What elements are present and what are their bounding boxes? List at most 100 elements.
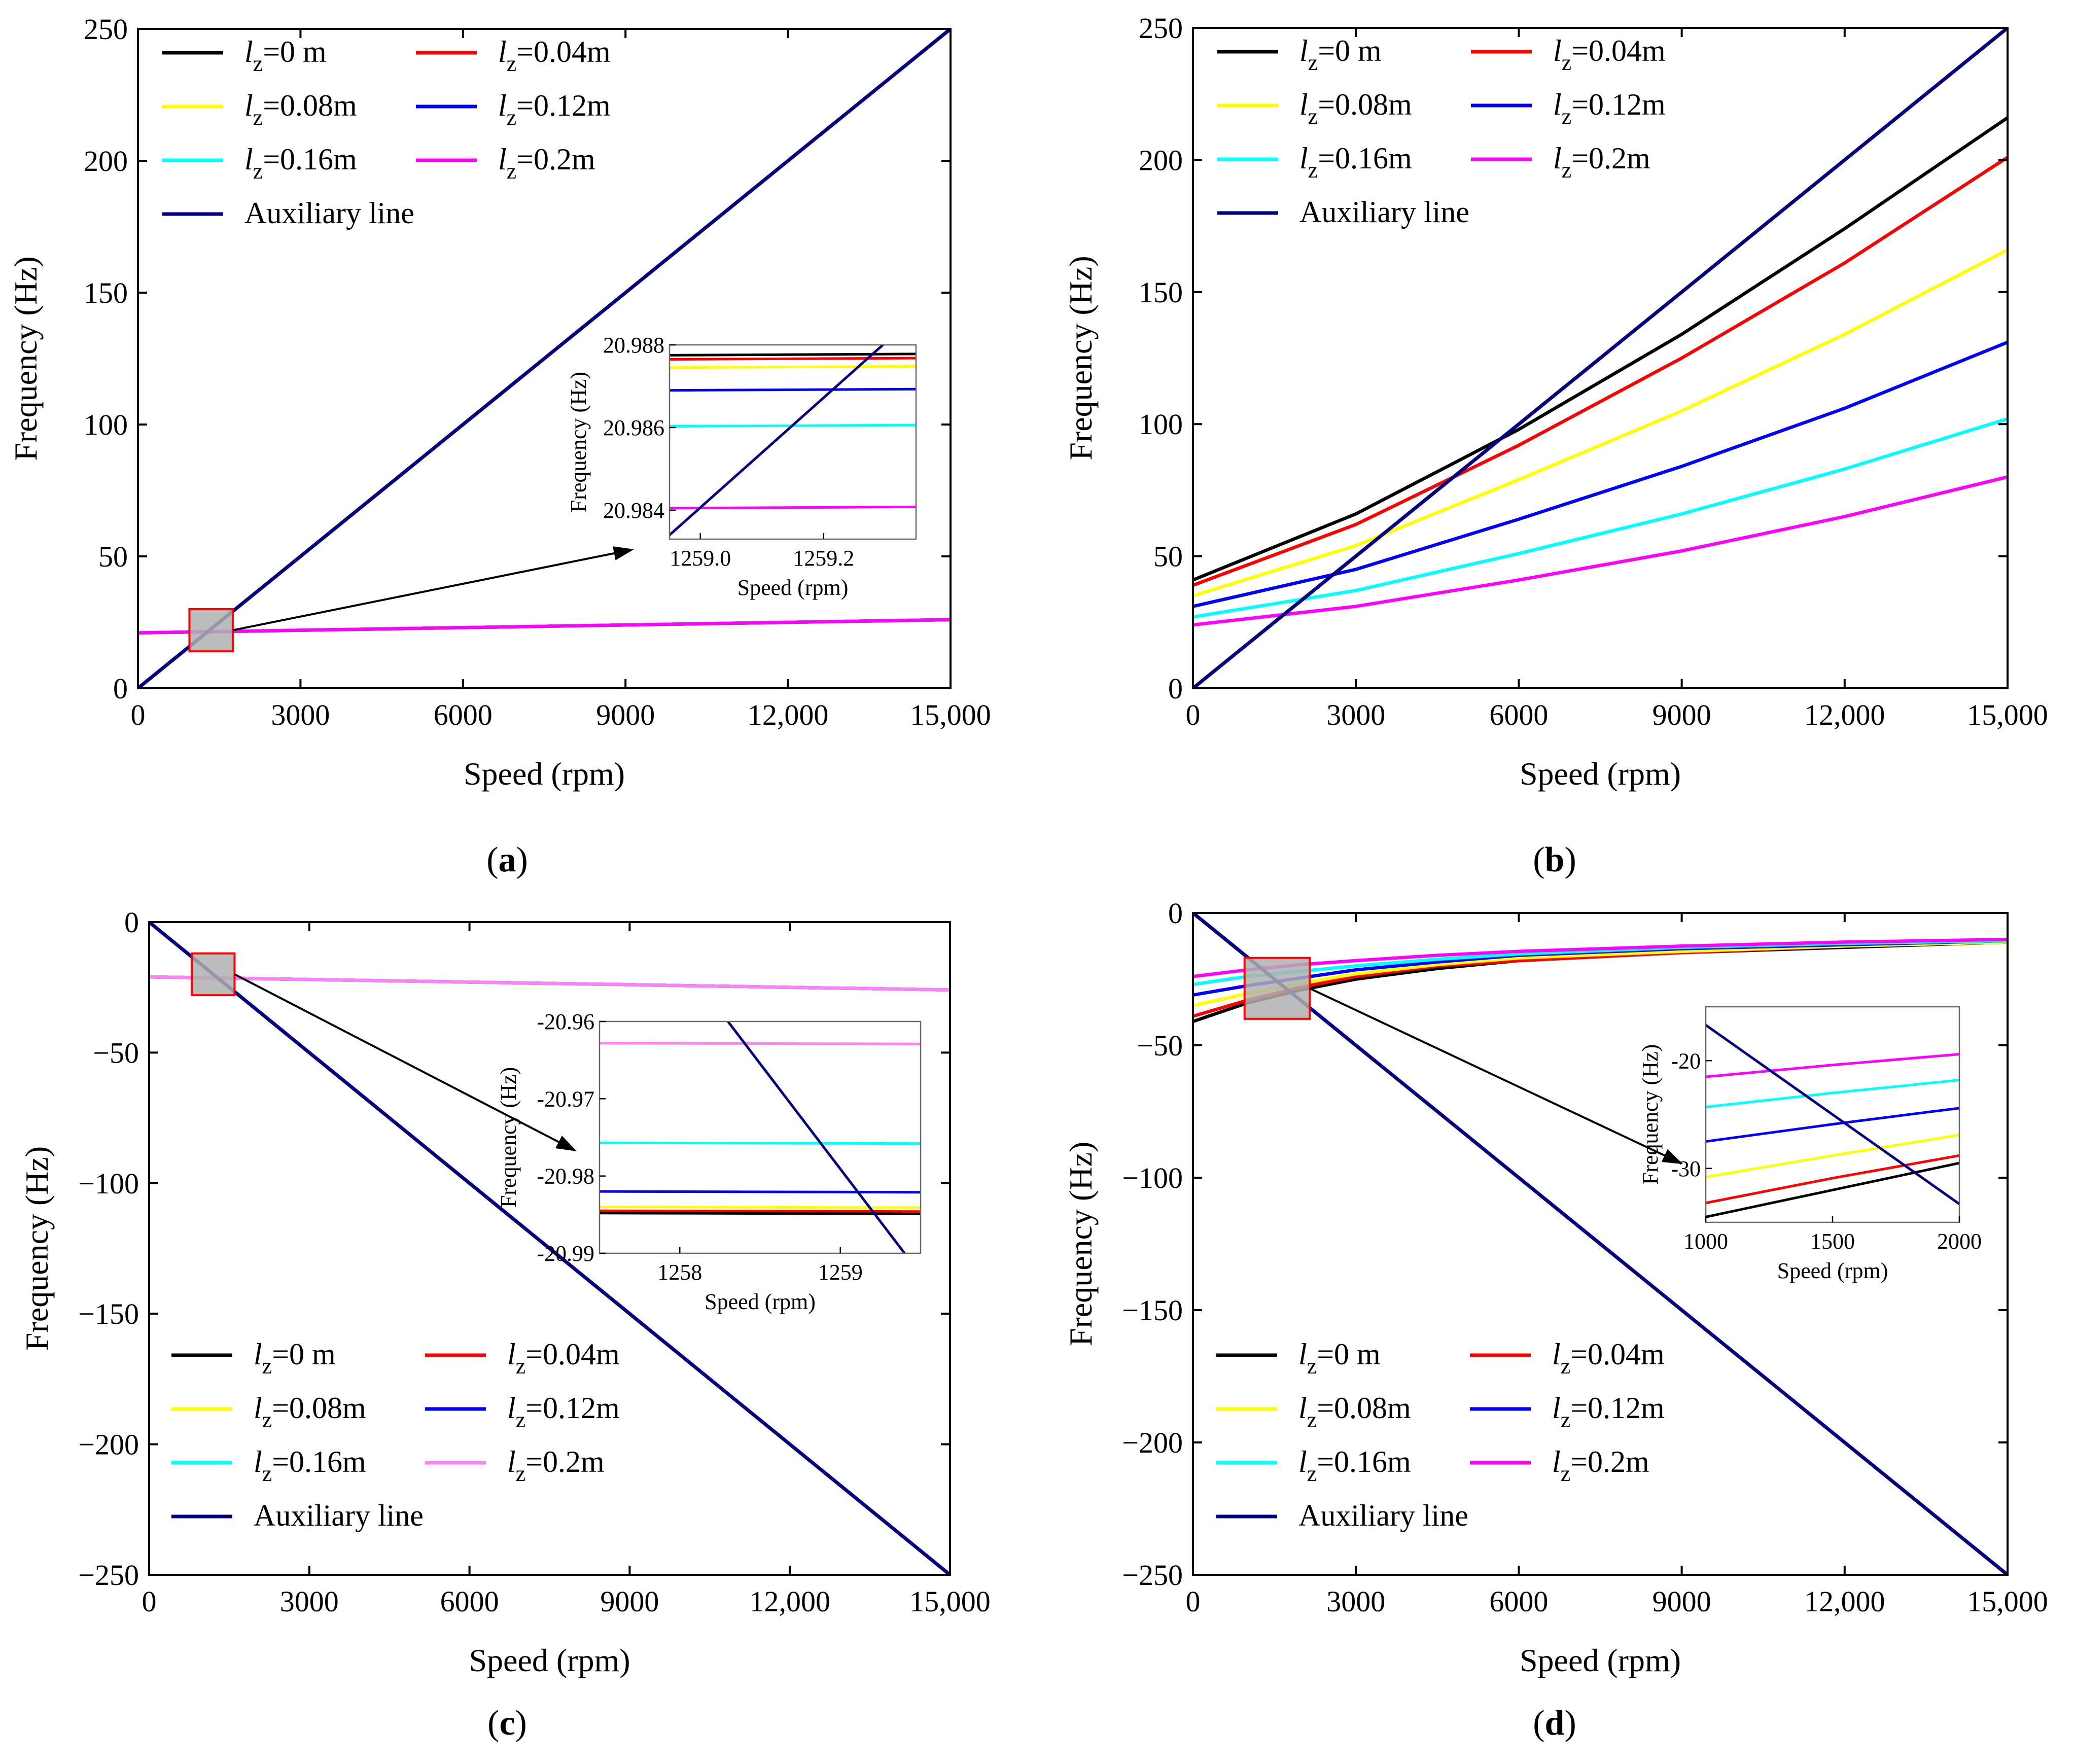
legend-subscript: z: [507, 105, 517, 130]
y-tick-label: −200: [78, 1428, 139, 1461]
zoom-arrow-head: [1661, 1149, 1683, 1165]
zoom-arrow-line: [234, 973, 564, 1145]
legend-value: =0 m: [263, 35, 327, 68]
x-axis-title: Speed (rpm): [469, 1642, 630, 1678]
inset-series-group: [670, 345, 916, 536]
legend-symbol: l: [1553, 88, 1562, 121]
legend-value: =0.2m: [525, 1445, 605, 1478]
x-tick-label: 3000: [1326, 698, 1385, 731]
inset-series-line-c-5: [600, 1212, 921, 1215]
legend-label: lz=0.12m: [1553, 88, 1666, 129]
panel-c: 0 3000 6000 9000 12,000 15,000 0 −50 −100 −150 −20…: [19, 906, 991, 1743]
legend-symbol: l: [498, 35, 507, 68]
panel-label-letter: d: [1545, 1704, 1565, 1743]
plot-frame: [1192, 27, 2009, 689]
legend-label: lz=0 m: [1298, 1337, 1381, 1379]
inset-x-title: Speed (rpm): [737, 575, 849, 600]
legend-subscript: z: [1562, 158, 1572, 183]
legend-subscript: z: [1561, 1461, 1571, 1486]
legend-subscript: z: [253, 105, 263, 130]
y-tick-label: −100: [78, 1167, 139, 1200]
inset-x-tick-label: 1500: [1810, 1229, 1855, 1254]
legend-label: Auxiliary line: [254, 1499, 424, 1532]
legend-subscript: z: [1308, 50, 1318, 75]
inset-y-tick-label: 20.984: [603, 498, 664, 523]
inset-y-tick-label: 20.986: [603, 415, 664, 440]
legend-label: lz=0.12m: [1552, 1391, 1665, 1432]
inset-series-line-d-5: [1706, 1161, 1959, 1218]
legend-label: lz=0.2m: [498, 143, 595, 184]
y-tick-label: −200: [1122, 1426, 1183, 1459]
y-tick-label: 0: [113, 672, 128, 705]
plot-frame: [137, 28, 952, 689]
legend-value: =0.12m: [1570, 1391, 1665, 1425]
legend-symbol: l: [1552, 1337, 1561, 1371]
inset-series-line-c-2: [600, 1190, 921, 1194]
legend-label: lz=0.16m: [244, 143, 357, 184]
panel-d: 0 3000 6000 9000 12,000 15,000 0 −50 −100 −150 −20…: [1063, 897, 2048, 1743]
inset-series-group: [600, 1021, 921, 1253]
y-tick-label: −100: [1122, 1161, 1183, 1194]
y-tick-label: −50: [1137, 1029, 1183, 1062]
x-tick-label: 6000: [1489, 1585, 1548, 1618]
x-tick-label: 15,000: [1967, 698, 2048, 731]
series-line-b-4: [1193, 417, 2008, 619]
inset-y-tick-label: -20.97: [537, 1086, 594, 1111]
x-axis-title: Speed (rpm): [1520, 756, 1681, 792]
y-axis-title: Frequency (Hz): [1063, 1142, 1099, 1346]
inset-series-line-c-0: [600, 1042, 921, 1045]
legend-label: lz=0.04m: [498, 35, 611, 76]
panel-label-letter: b: [1545, 840, 1565, 879]
inset-x-title: Speed (rpm): [705, 1289, 816, 1314]
x-tick-label: 0: [1186, 698, 1201, 731]
y-tick-label: −150: [1122, 1294, 1183, 1327]
legend-label: lz=0.2m: [507, 1445, 605, 1486]
inset: 1258 1259 -20.96 -20.97 -20.98 -20.99 Speed (r…: [496, 1009, 922, 1314]
y-tick-label: −150: [78, 1297, 139, 1330]
legend-subscript: z: [1307, 1354, 1317, 1379]
x-tick-label: 0: [1186, 1585, 1201, 1618]
zoom-arrow-head: [555, 1136, 577, 1151]
legend-value: =0 m: [272, 1337, 336, 1371]
legend-value: =0.08m: [272, 1391, 366, 1425]
zoom-arrow-line: [1309, 987, 1670, 1159]
legend-value: =0 m: [1318, 34, 1382, 67]
series-line-b-3: [1193, 340, 2008, 608]
inset-y-title: Frequency (Hz): [1638, 1044, 1663, 1185]
panel-label-letter: c: [499, 1704, 515, 1743]
legend-label: lz=0.04m: [507, 1337, 620, 1379]
panel-a: 0 3000 6000 9000 12,000 15,000 0 50 100 150 200 250…: [8, 13, 991, 879]
panel-label-open: (: [1533, 1704, 1544, 1743]
legend-symbol: l: [507, 1445, 516, 1478]
legend-value: =0.16m: [1318, 142, 1412, 175]
plot-frame: [148, 921, 951, 1576]
legend-value: =0.2m: [516, 143, 595, 176]
panel-label-close: ): [515, 1704, 527, 1743]
legend-symbol: l: [244, 35, 253, 68]
legend-symbol: l: [1553, 142, 1562, 175]
legend-symbol: l: [1298, 1391, 1307, 1425]
panel-label-close: ): [516, 840, 528, 879]
x-tick-label: 6000: [440, 1585, 499, 1618]
legend-label: lz=0.12m: [498, 89, 611, 130]
legend-subscript: z: [516, 1354, 526, 1379]
plot-frame: [1192, 912, 2009, 1576]
legend-value: =0.16m: [272, 1445, 366, 1478]
legend-symbol: l: [498, 89, 507, 122]
legend-symbol: l: [1299, 142, 1308, 175]
panel-label-letter: a: [499, 840, 516, 879]
legend-value: =0.16m: [263, 143, 357, 176]
x-tick-label: 15,000: [910, 698, 991, 731]
series-line-a-5: [138, 618, 951, 635]
legend-symbol: l: [507, 1337, 516, 1371]
y-tick-label: 50: [1153, 540, 1183, 573]
y-tick-label: −250: [78, 1559, 139, 1592]
panel-label: (a): [486, 840, 528, 879]
series-line-a-6: [138, 29, 951, 688]
inset-y-tick-label: 20.988: [603, 333, 664, 358]
series-group: [138, 29, 951, 688]
legend-symbol: l: [507, 1391, 516, 1425]
panel-label-open: (: [487, 1704, 499, 1743]
legend-label: lz=0.16m: [1299, 142, 1412, 183]
inset-series-line-c-6: [727, 1021, 906, 1253]
